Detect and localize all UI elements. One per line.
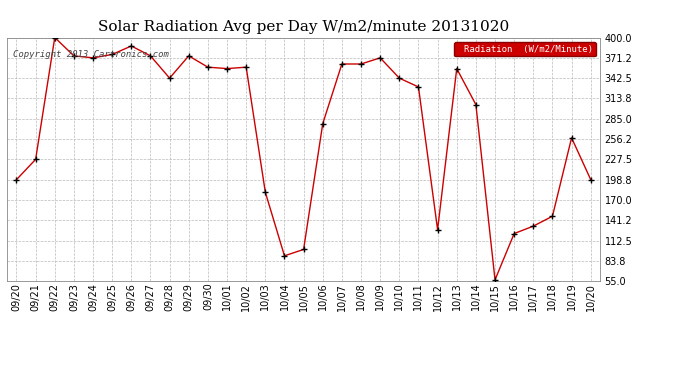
- Text: Copyright 2013 Cartronics.com: Copyright 2013 Cartronics.com: [13, 50, 169, 59]
- Title: Solar Radiation Avg per Day W/m2/minute 20131020: Solar Radiation Avg per Day W/m2/minute …: [98, 20, 509, 33]
- Legend: Radiation  (W/m2/Minute): Radiation (W/m2/Minute): [454, 42, 595, 56]
